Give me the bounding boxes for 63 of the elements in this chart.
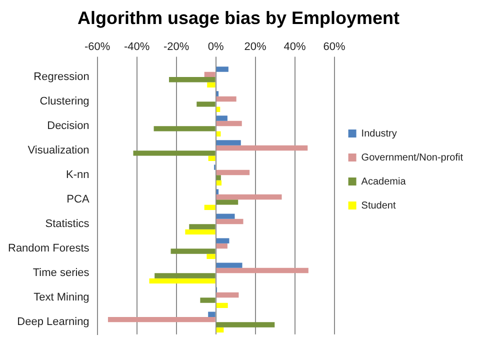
bar <box>216 200 238 205</box>
bar <box>216 175 221 180</box>
y-tick-label: Statistics <box>45 218 90 230</box>
bar <box>168 77 216 82</box>
y-tick-label: Regression <box>34 71 90 84</box>
bar <box>216 180 222 186</box>
bar <box>204 204 216 210</box>
y-tick-label: K-nn <box>66 169 90 182</box>
bar <box>216 91 219 96</box>
bar <box>216 238 230 244</box>
x-tick-label: 20% <box>244 41 267 54</box>
bar <box>216 96 236 102</box>
y-tick-label: Decision <box>47 120 90 132</box>
y-tick-label: Deep Learning <box>17 316 90 328</box>
y-tick-label: Random Forests <box>8 242 90 255</box>
bar <box>216 66 228 72</box>
y-tick-label: Time series <box>32 267 90 280</box>
bar <box>216 302 228 308</box>
bar <box>216 120 242 126</box>
bar <box>216 170 250 176</box>
bar <box>216 268 308 274</box>
bar <box>185 229 216 235</box>
bar <box>216 243 228 249</box>
y-tick-label: Clustering <box>40 96 90 108</box>
bar <box>216 292 239 298</box>
legend-label: Student <box>361 200 396 212</box>
bar <box>208 312 216 317</box>
bar <box>216 145 308 151</box>
bar <box>216 322 275 328</box>
bar <box>216 140 241 146</box>
x-tick-label: 0% <box>208 41 224 54</box>
chart-title: Algorithm usage bias by Employment <box>77 8 400 28</box>
bar <box>189 224 216 230</box>
legend-label: Industry <box>361 128 397 140</box>
bar <box>216 189 219 194</box>
bar <box>216 194 282 200</box>
bar <box>206 254 216 260</box>
x-tick-label: 60% <box>323 41 346 54</box>
legend-label: Academia <box>361 176 406 188</box>
bar <box>154 126 216 132</box>
bar <box>196 102 216 107</box>
x-tick-label: 40% <box>284 41 306 54</box>
bar <box>207 82 216 88</box>
x-tick-label: -20% <box>163 41 190 54</box>
y-tick-label: Visualization <box>28 144 90 157</box>
bar <box>154 273 216 278</box>
legend-label: Government/Non-profit <box>361 152 464 164</box>
bar <box>216 327 224 333</box>
bar <box>208 156 216 161</box>
y-tick-label: Text Mining <box>34 292 90 304</box>
bar <box>216 262 242 268</box>
bar <box>170 248 216 254</box>
bar <box>216 116 228 121</box>
bar <box>216 218 244 224</box>
bar <box>149 278 216 284</box>
bar <box>216 214 235 219</box>
y-tick-label: PCA <box>66 194 90 206</box>
bar <box>133 150 216 156</box>
bar <box>108 316 216 322</box>
bar <box>204 72 216 78</box>
bar <box>200 298 216 303</box>
x-tick-label: -40% <box>124 41 150 54</box>
x-tick-label: -60% <box>84 41 110 54</box>
